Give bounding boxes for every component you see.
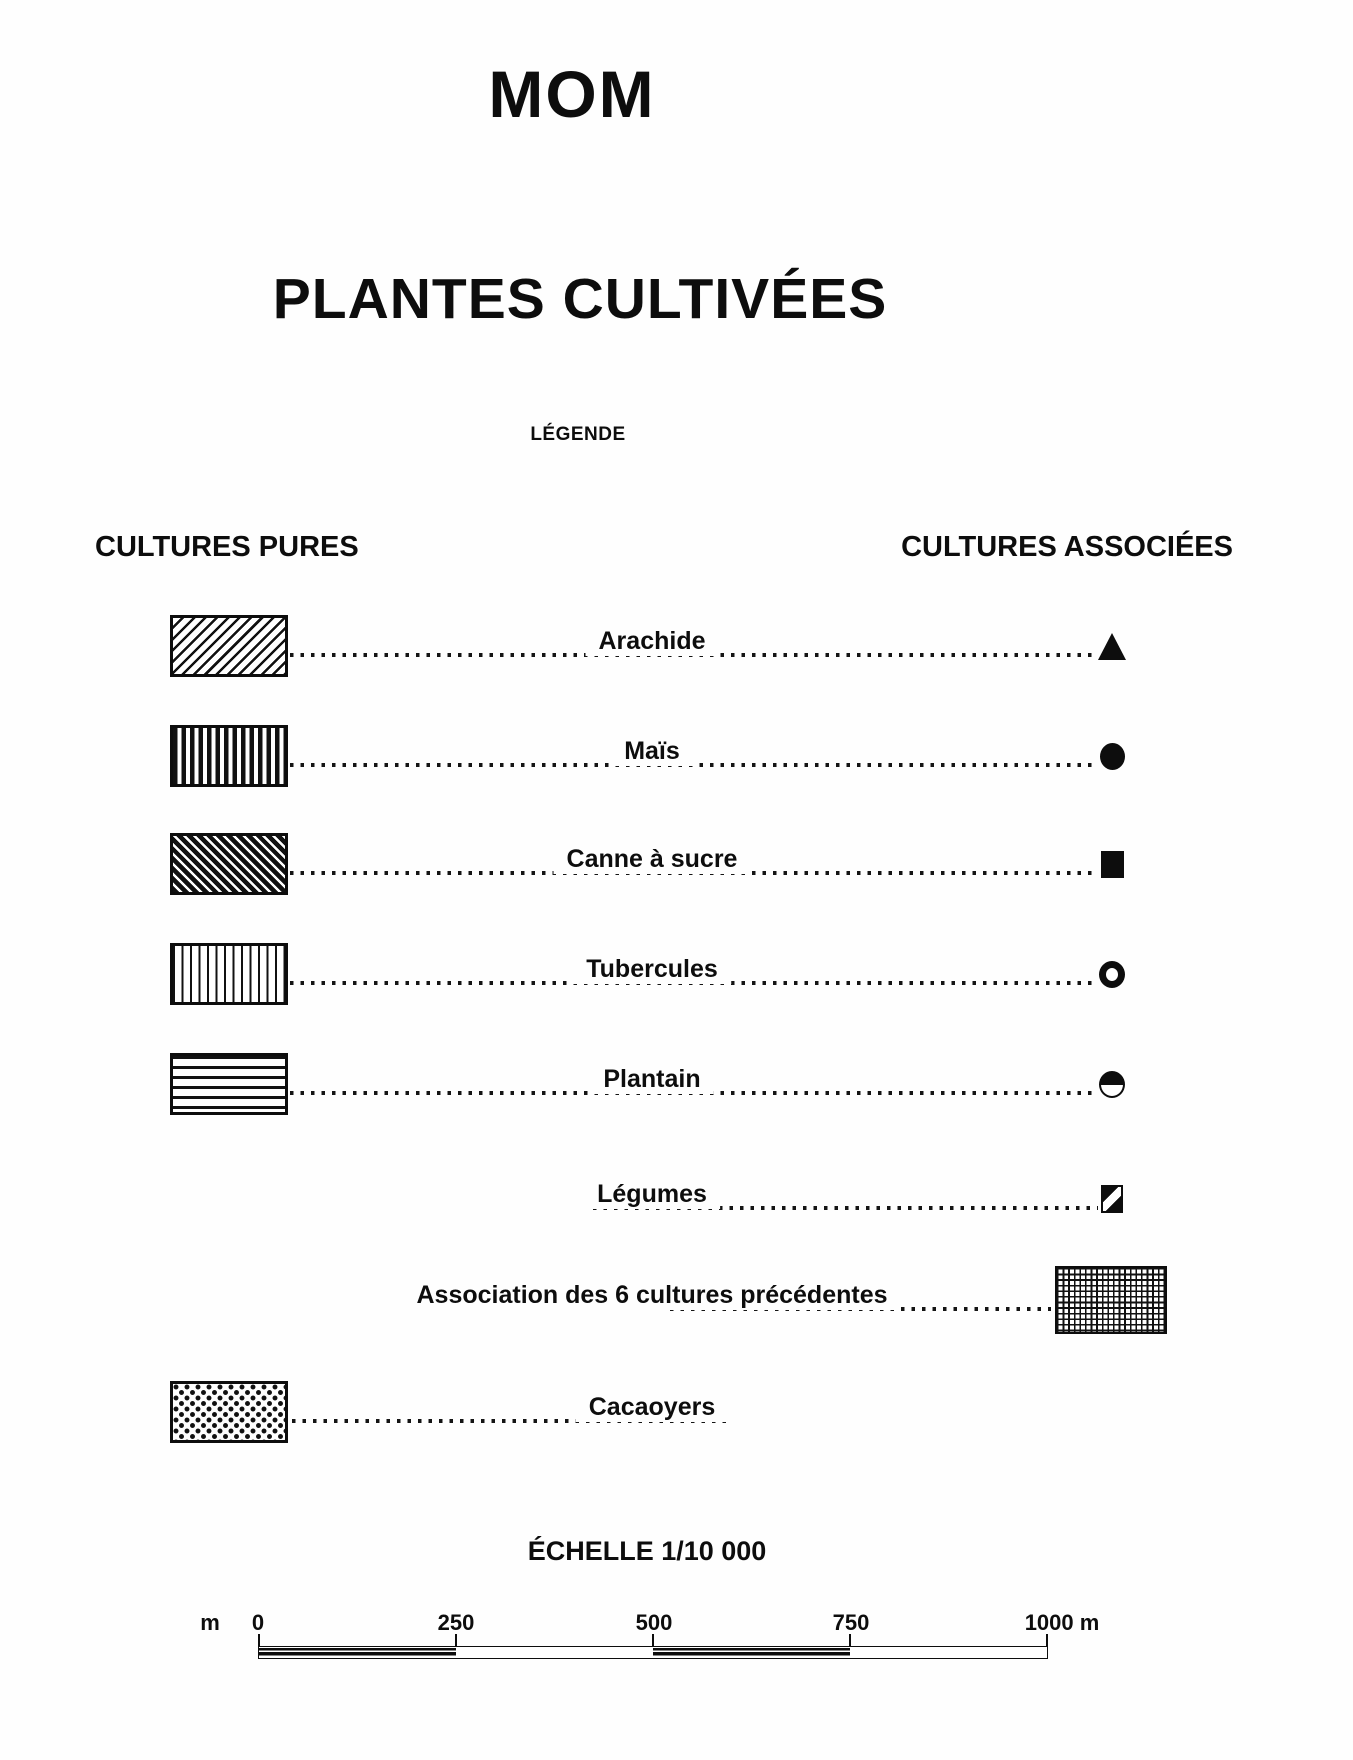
dot-stipple-pattern-swatch xyxy=(170,1381,288,1443)
scale-tick-label-750: 750 xyxy=(832,1610,870,1635)
legend-row-tubercules: Tubercules xyxy=(170,940,1128,1008)
legend-heading: LÉGENDE xyxy=(530,424,626,445)
legend-row-legumes: Légumes xyxy=(170,1165,1128,1233)
thick-vertical-stripes-pattern-swatch xyxy=(170,725,288,787)
tubercules-label: Tubercules xyxy=(573,955,731,984)
horizontal-lines-pattern-swatch xyxy=(170,1053,288,1115)
legend-row-arachide: Arachide xyxy=(170,612,1128,680)
legend-row-cacaoyers: Cacaoyers xyxy=(170,1378,1128,1446)
filled-triangle-icon xyxy=(1098,632,1126,660)
scale-bar-tick xyxy=(652,1634,654,1647)
scale-tick-label-1000: 1000 m xyxy=(1024,1610,1100,1635)
legend-row-plantain: Plantain xyxy=(170,1050,1128,1118)
plantain-label: Plantain xyxy=(590,1065,714,1094)
legend-row-association: Association des 6 cultures précédentes xyxy=(170,1266,1167,1334)
legumes-symbol-box xyxy=(1096,1165,1128,1233)
scale-bar-segment-filled xyxy=(653,1647,850,1658)
scale-tick-label-0: 0 xyxy=(251,1610,265,1635)
scale-bar-segment-empty xyxy=(456,1647,653,1658)
column-heading-cultures-pures: CULTURES PURES xyxy=(95,531,359,563)
scale-heading: ÉCHELLE 1/10 000 xyxy=(527,1536,767,1566)
mais-symbol-box xyxy=(1096,722,1128,790)
tubercules-symbol-box xyxy=(1096,940,1128,1008)
legumes-label: Légumes xyxy=(584,1180,720,1209)
scale-bar-tick xyxy=(1046,1634,1048,1647)
scale-tick-label-500: 500 xyxy=(635,1610,673,1635)
thin-vertical-lines-pattern-swatch xyxy=(170,943,288,1005)
map-title: MOM xyxy=(488,57,656,131)
top-half-filled-circle-icon xyxy=(1099,1070,1125,1098)
scale-bar-tick xyxy=(258,1634,260,1647)
scale-bar-tick xyxy=(849,1634,851,1647)
sheet-title: PLANTES CULTIVÉES xyxy=(272,267,888,331)
scale-bar xyxy=(258,1634,1048,1659)
scale-bar-segment-empty xyxy=(850,1647,1047,1658)
dotted-leader xyxy=(290,763,1096,767)
mais-label: Maïs xyxy=(611,737,693,766)
canne-a-sucre-symbol-box xyxy=(1096,830,1128,898)
legend-row-canne-a-sucre: Canne à sucre xyxy=(170,830,1128,898)
scale-bar-segment-filled xyxy=(259,1647,456,1658)
cacaoyers-label: Cacaoyers xyxy=(575,1393,729,1422)
plantain-symbol-box xyxy=(1096,1050,1128,1118)
scale-bar-tick xyxy=(455,1634,457,1647)
arachide-label: Arachide xyxy=(585,627,719,656)
scale-unit-label: m xyxy=(200,1610,220,1635)
dense-back-diagonal-hatch-pattern-swatch xyxy=(170,833,288,895)
association-label: Association des 6 cultures précédentes xyxy=(403,1281,901,1310)
legend-row-mais: Maïs xyxy=(170,722,1128,790)
open-circle-icon xyxy=(1099,960,1125,988)
column-heading-cultures-associees: CULTURES ASSOCIÉES xyxy=(901,531,1233,563)
dotted-leader xyxy=(292,1419,732,1423)
diagonal-split-square-icon xyxy=(1101,1185,1123,1213)
forward-diagonal-hatch-pattern-swatch xyxy=(170,615,288,677)
dotted-leader xyxy=(593,1206,1098,1210)
canne-a-sucre-label: Canne à sucre xyxy=(553,845,751,874)
fine-grid-crosshatch-pattern-swatch xyxy=(1055,1266,1167,1334)
scale-tick-label-250: 250 xyxy=(437,1610,475,1635)
arachide-symbol-box xyxy=(1096,612,1128,680)
filled-circle-icon xyxy=(1099,742,1125,770)
filled-square-icon xyxy=(1100,850,1124,878)
